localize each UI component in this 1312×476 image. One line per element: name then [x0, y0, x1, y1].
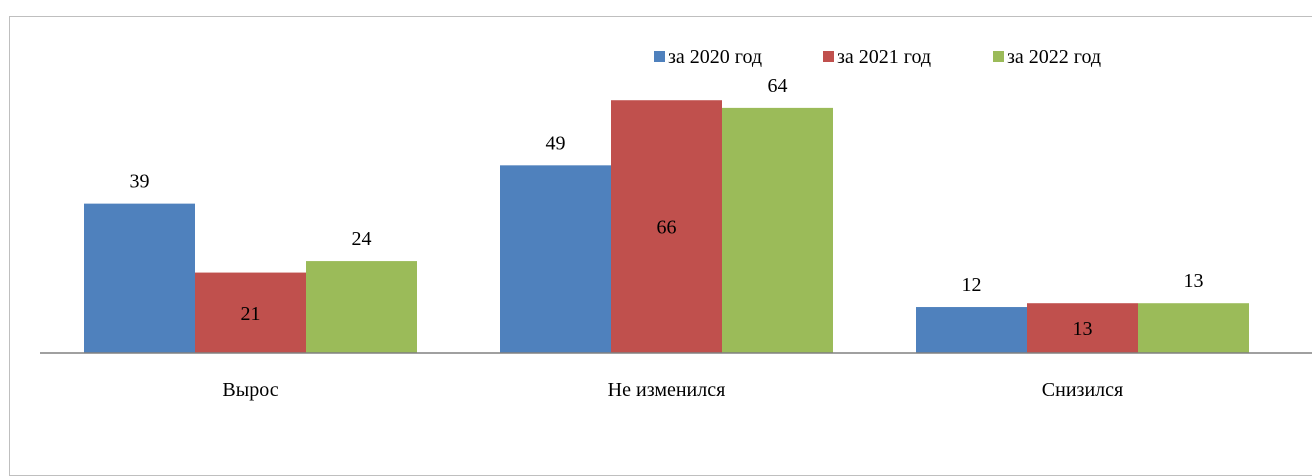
legend: за 2020 год за 2021 год за 2022 год	[654, 46, 1101, 68]
x-tick-label-3: Снизился	[1042, 379, 1123, 401]
bar-3-1	[916, 307, 1027, 353]
data-label-3-3: 13	[1184, 270, 1204, 292]
x-tick-labels-group: Вырос Не изменился Снизился	[222, 379, 1123, 401]
bars-group	[84, 100, 1249, 353]
bar-3-3	[1138, 303, 1249, 353]
data-label-2-2: 66	[657, 217, 677, 239]
bar-3-2	[1027, 303, 1138, 353]
legend-label-1: за 2020 год	[668, 46, 762, 68]
bar-1-1	[84, 203, 195, 353]
data-label-1-2: 21	[241, 303, 261, 325]
data-label-3-2: 13	[1073, 318, 1093, 340]
legend-swatch-2	[823, 51, 834, 62]
legend-label-3: за 2022 год	[1007, 46, 1101, 68]
legend-swatch-3	[993, 51, 1004, 62]
x-tick-label-2: Не изменился	[608, 379, 726, 401]
bar-2-3	[722, 107, 833, 353]
data-label-3-1: 12	[962, 274, 982, 296]
data-label-2-3: 64	[768, 75, 788, 97]
data-labels-group: 39 21 24 49 66 64 12 13 13	[130, 75, 1204, 340]
bar-2-2	[611, 100, 722, 353]
legend-swatch-1	[654, 51, 665, 62]
x-tick-label-1: Вырос	[222, 379, 278, 401]
data-label-2-1: 49	[546, 132, 566, 154]
legend-label-2: за 2021 год	[837, 46, 931, 68]
data-label-1-1: 39	[130, 171, 150, 193]
bar-1-2	[195, 272, 306, 353]
bar-1-3	[306, 261, 417, 353]
bar-chart: 39 21 24 49 66 64 12 13 13 Вырос Не изменился Сниз…	[40, 46, 1312, 401]
data-label-1-3: 24	[352, 228, 372, 250]
bar-2-1	[500, 165, 611, 353]
